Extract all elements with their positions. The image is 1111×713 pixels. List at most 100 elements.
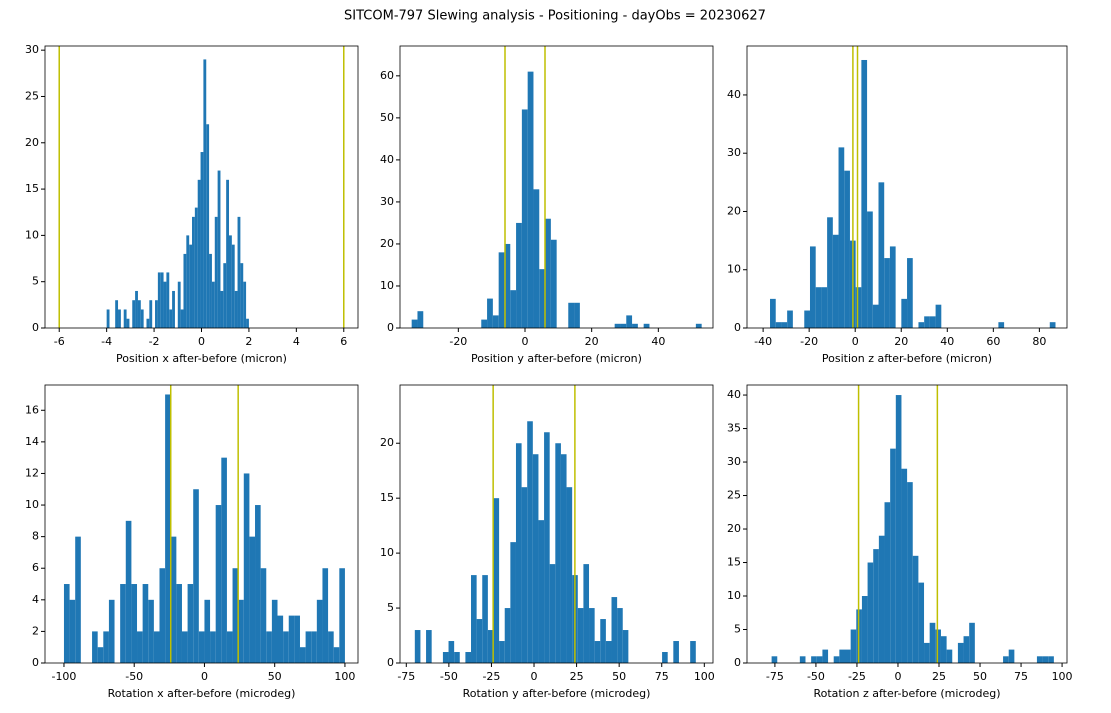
bar: [969, 622, 975, 663]
bar: [907, 482, 913, 663]
bar: [935, 304, 942, 328]
bar: [311, 631, 317, 663]
x-tick-label: 0: [531, 670, 538, 683]
bar: [210, 631, 216, 663]
bar: [611, 597, 618, 663]
bar: [217, 170, 221, 328]
bar: [787, 310, 793, 328]
y-tick-label: 4: [32, 593, 39, 606]
bar: [260, 568, 267, 663]
bar: [255, 505, 261, 663]
y-tick-label: 16: [25, 403, 39, 416]
bar: [620, 323, 627, 328]
bar: [240, 263, 244, 328]
x-tick-label: -4: [101, 335, 112, 348]
bar: [614, 323, 621, 328]
bar: [215, 505, 222, 663]
bar: [617, 608, 623, 663]
y-tick-label: 40: [727, 88, 741, 101]
bar: [884, 258, 890, 328]
bar: [632, 323, 638, 328]
bar: [194, 207, 198, 328]
bar: [884, 502, 891, 663]
y-tick-label: 50: [380, 111, 394, 124]
figure-title: SITCOM-797 Slewing analysis - Positionin…: [344, 9, 766, 24]
y-tick-label: 40: [380, 153, 394, 166]
axes-frame: [399, 384, 714, 664]
bar: [560, 454, 567, 663]
bar: [1049, 322, 1056, 328]
y-tick-label: 60: [380, 69, 394, 82]
bar: [550, 239, 557, 328]
bar: [454, 652, 460, 663]
bar: [821, 287, 828, 328]
x-tick-label: -25: [482, 670, 500, 683]
y-tick-label: 10: [380, 279, 394, 292]
x-tick-label: 100: [694, 670, 715, 683]
y-tick-label: 20: [380, 237, 394, 250]
bar: [673, 641, 679, 663]
x-tick-label: -40: [754, 335, 772, 348]
bar: [521, 109, 528, 328]
bar: [165, 394, 171, 663]
bar: [510, 542, 516, 663]
x-tick-label: 20: [894, 335, 908, 348]
bar: [159, 568, 166, 663]
bar: [594, 641, 601, 663]
bar: [873, 549, 879, 663]
bar: [266, 631, 272, 663]
bar: [878, 535, 885, 663]
bar: [238, 599, 244, 663]
bar: [775, 322, 782, 328]
x-tick-label: 60: [986, 335, 1000, 348]
bar: [193, 489, 199, 663]
bar: [135, 290, 138, 328]
bar: [504, 243, 511, 328]
bar: [963, 636, 970, 663]
bar: [515, 443, 522, 663]
bar: [533, 189, 540, 328]
bar: [827, 217, 833, 328]
x-axis-label: Position z after-before (micron): [822, 352, 992, 365]
bar: [234, 290, 238, 328]
y-tick-label: 0: [734, 321, 741, 334]
bar: [305, 631, 312, 663]
y-tick-label: 10: [380, 546, 394, 559]
bar: [137, 631, 143, 663]
bar: [189, 244, 193, 328]
bar: [69, 599, 76, 663]
subplot: -75 -50 -25 0 25 50 75 100 0 5 10 15 20 25 30 35 40 Rotat…: [727, 384, 1073, 700]
bar: [924, 316, 930, 328]
bar: [126, 318, 130, 328]
bar: [799, 656, 806, 663]
bar: [935, 629, 941, 663]
y-tick-label: 0: [387, 321, 394, 334]
bar: [183, 253, 187, 328]
bar: [816, 656, 823, 663]
bar: [481, 319, 488, 328]
bar: [229, 235, 232, 328]
bar: [527, 71, 534, 329]
bar: [140, 309, 144, 328]
bar: [861, 596, 868, 663]
bar: [231, 244, 235, 328]
bar: [566, 487, 573, 663]
bar: [924, 642, 930, 663]
bar: [214, 216, 218, 328]
x-tick-label: -25: [848, 670, 866, 683]
bar: [160, 272, 164, 328]
bar: [918, 322, 925, 328]
y-tick-label: 14: [25, 435, 39, 448]
x-tick-label: -50: [440, 670, 458, 683]
bar: [516, 222, 522, 328]
y-tick-label: 0: [387, 656, 394, 669]
subplot: -100 -50 0 50 100 0 2 4 6 8 10 12 14 16 Rotation x aft…: [25, 384, 359, 700]
bar: [63, 584, 70, 663]
bar: [690, 641, 696, 663]
y-tick-label: 8: [32, 530, 39, 543]
y-tick-label: 2: [32, 624, 39, 637]
bar: [149, 300, 153, 328]
x-axis-label: Rotation x after-before (microdeg): [108, 687, 296, 700]
bar: [192, 216, 195, 328]
